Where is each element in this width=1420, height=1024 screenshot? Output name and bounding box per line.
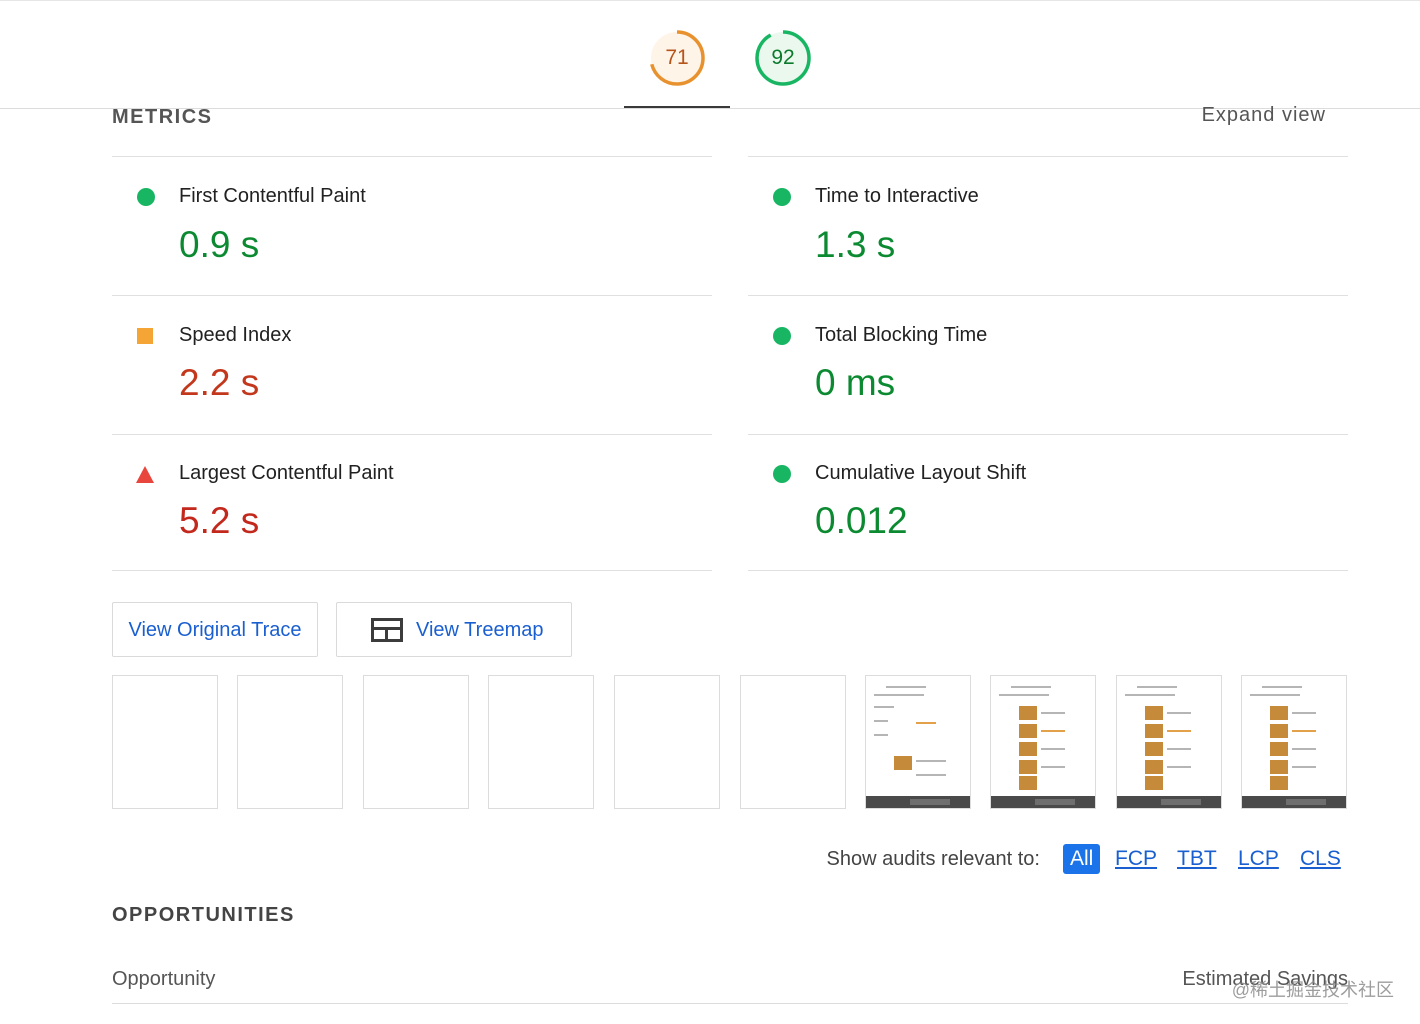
metric-divider (748, 295, 1348, 296)
metric-value-speed-index: 2.2 s (179, 362, 260, 403)
accessibility-score-gauge[interactable]: 92 (753, 28, 813, 88)
top-border (0, 0, 1420, 1)
filter-chip-lcp[interactable]: LCP (1238, 847, 1279, 870)
green-circle-icon (773, 188, 791, 206)
filmstrip-frame-loaded (1116, 675, 1222, 809)
metric-label-fcp: First Contentful Paint (179, 185, 366, 207)
filmstrip-frame (237, 675, 343, 809)
metrics-title: METRICS (112, 106, 213, 128)
metric-label-speed-index: Speed Index (179, 324, 292, 346)
metric-label-lcp: Largest Contentful Paint (179, 462, 394, 484)
gauge-ring (649, 30, 705, 86)
metric-divider (112, 156, 712, 157)
orange-square-icon (137, 328, 153, 344)
treemap-icon (371, 618, 403, 642)
green-circle-icon (773, 327, 791, 345)
filter-chip-tbt[interactable]: TBT (1177, 847, 1217, 870)
red-triangle-icon (136, 466, 154, 483)
metric-divider (748, 156, 1348, 157)
expand-view-toggle[interactable]: Expand view (1201, 104, 1326, 126)
metric-divider (112, 295, 712, 296)
view-treemap-button[interactable]: View Treemap (336, 602, 572, 657)
opportunities-title: OPPORTUNITIES (112, 904, 295, 926)
filter-chip-cls[interactable]: CLS (1300, 847, 1341, 870)
metric-value-tbt: 0 ms (815, 362, 896, 403)
view-original-trace-button[interactable]: View Original Trace (112, 602, 318, 657)
filmstrip-frame-loaded (990, 675, 1096, 809)
performance-score-value: 71 (665, 46, 689, 69)
metric-value-cls: 0.012 (815, 500, 908, 541)
opportunities-divider (112, 1003, 1348, 1004)
filmstrip-frame (112, 675, 218, 809)
metric-label-tti: Time to Interactive (815, 185, 979, 207)
filmstrip-frame-loaded (865, 675, 971, 809)
green-circle-icon (137, 188, 155, 206)
green-circle-icon (773, 465, 791, 483)
filmstrip-frame (363, 675, 469, 809)
metric-divider (112, 434, 712, 435)
watermark: @稀土掘金技术社区 (1231, 980, 1394, 1000)
metric-divider (748, 570, 1348, 571)
filmstrip-frame (740, 675, 846, 809)
metric-value-fcp: 0.9 s (179, 224, 260, 265)
metric-value-tti: 1.3 s (815, 224, 896, 265)
metric-divider (112, 570, 712, 571)
performance-score-gauge[interactable]: 71 (647, 28, 707, 88)
filter-chip-fcp[interactable]: FCP (1115, 847, 1157, 870)
view-treemap-label: View Treemap (416, 619, 544, 641)
metric-value-lcp: 5.2 s (179, 500, 260, 541)
active-tab-indicator (624, 106, 730, 109)
audit-filter-label: Show audits relevant to: (826, 848, 1040, 870)
metric-divider (748, 434, 1348, 435)
gauge-ring (755, 30, 811, 86)
accessibility-score-value: 92 (771, 46, 795, 69)
filmstrip-frame-loaded (1241, 675, 1347, 809)
filmstrip-frame (614, 675, 720, 809)
filter-chip-all[interactable]: All (1063, 844, 1101, 874)
metric-label-cls: Cumulative Layout Shift (815, 462, 1027, 484)
metric-label-tbt: Total Blocking Time (815, 324, 988, 346)
estimated-savings-column-header: Estimated Savings (1182, 968, 1348, 990)
filmstrip-frame (488, 675, 594, 809)
header-divider (0, 108, 1420, 109)
opportunity-column-header: Opportunity (112, 968, 216, 990)
